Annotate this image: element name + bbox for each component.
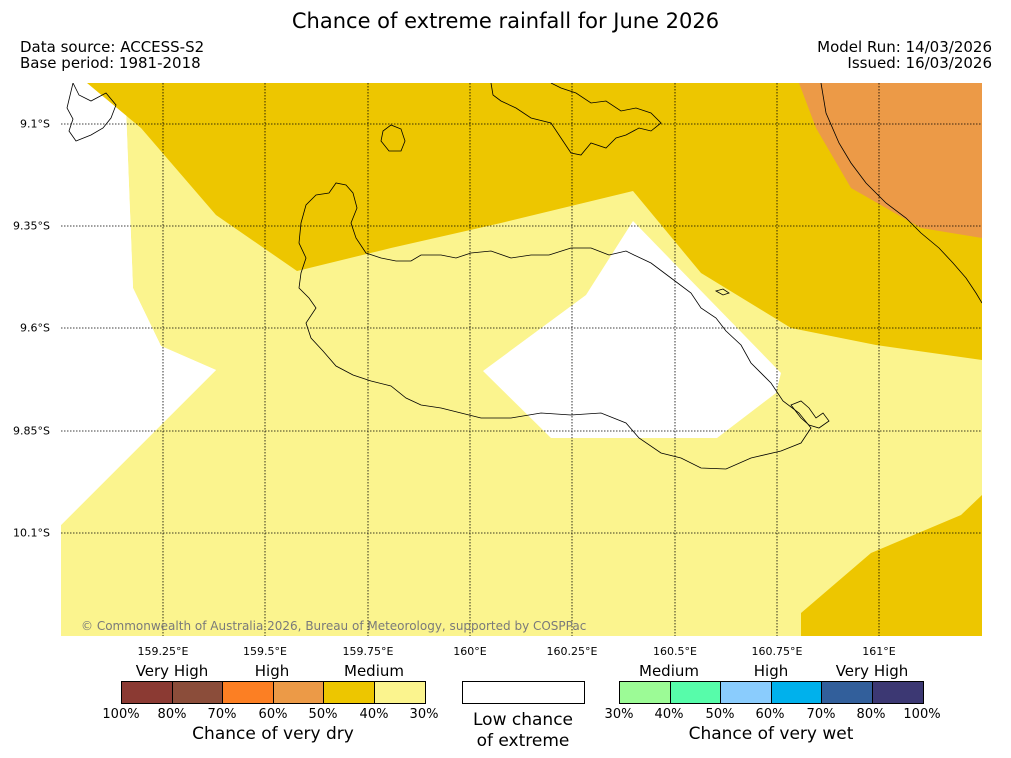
- lat-label-9-6: 9.6°S: [20, 321, 50, 335]
- lon-label-159-75: 159.75°E: [342, 645, 394, 658]
- lat-label-10-1: 10.1°S: [13, 526, 50, 540]
- legend-wet-title: Chance of very wet: [688, 724, 854, 744]
- copyright-notice: © Commonwealth of Australia 2026, Bureau…: [81, 619, 587, 633]
- lat-label-9-1: 9.1°S: [20, 117, 50, 131]
- meta-left: Data source: ACCESS-S2 Base period: 1981…: [20, 39, 204, 71]
- legend-dry-tick-50: 50%: [308, 707, 338, 722]
- legend-wet-tick-80: 80%: [856, 707, 886, 722]
- legend-wet-tick-50: 50%: [705, 707, 735, 722]
- zone-neutral-central: [483, 221, 781, 438]
- legend-wet-swatch-4: [822, 682, 873, 703]
- legend-wet-tick-40: 40%: [654, 707, 684, 722]
- lon-label-161: 161°E: [862, 645, 896, 658]
- legend-dry-bar: [121, 681, 426, 704]
- guadalcanal-coast: [298, 182, 812, 470]
- legend-dry-swatch-4: [324, 682, 375, 703]
- zone-dry-medium-southeast: [801, 495, 982, 636]
- map-title: Chance of extreme rainfall for June 2026: [291, 9, 720, 33]
- legend-dry-swatch-1: [173, 682, 223, 703]
- legend-wet-swatch-2: [721, 682, 772, 703]
- russell-islands: [66, 83, 117, 142]
- lon-label-159-25: 159.25°E: [137, 645, 189, 658]
- legend-wet-swatch-3: [772, 682, 822, 703]
- florida-islands: [490, 83, 662, 156]
- lon-label-160-25: 160.25°E: [546, 645, 598, 658]
- legend-dry-swatch-2: [223, 682, 274, 703]
- model-run: Model Run: 14/03/2026: [817, 38, 992, 56]
- small-islet: [714, 288, 730, 296]
- legend-dry-cat-high: High: [254, 662, 290, 680]
- legend-low-text: Low chance of extreme: [473, 710, 573, 752]
- lat-label-9-85: 9.85°S: [13, 424, 50, 438]
- zone-dry-medium-north: [87, 83, 982, 360]
- legend-wet-cat-very-high: Very High: [835, 662, 909, 680]
- legend-dry-tick-40: 40%: [359, 707, 389, 722]
- zone-neutral-west: [61, 83, 216, 525]
- legend-wet-cat-medium: Medium: [639, 662, 699, 680]
- grid-lines: [61, 83, 982, 636]
- lon-label-160-5: 160.5°E: [653, 645, 697, 658]
- legend-dry-swatch-0: [122, 682, 173, 703]
- marau-islets: [790, 400, 830, 429]
- legend-wet-swatch-5: [873, 682, 923, 703]
- meta-right: Model Run: 14/03/2026 Issued: 16/03/2026: [817, 39, 992, 71]
- legend-wet-tick-100: 100%: [903, 707, 941, 722]
- legend-wet-tick-30: 30%: [604, 707, 634, 722]
- lat-label-9-35: 9.35°S: [13, 219, 50, 233]
- legend-wet-tick-60: 60%: [755, 707, 785, 722]
- legend-dry-tick-70: 70%: [207, 707, 237, 722]
- zone-dry-high-northeast: [799, 83, 982, 238]
- legend-dry-cat-very-high: Very High: [135, 662, 209, 680]
- lon-label-160-75: 160.75°E: [751, 645, 803, 658]
- legend-low-line2: of extreme: [476, 731, 570, 751]
- legend-dry-swatch-3: [274, 682, 324, 703]
- legend-dry-tick-60: 60%: [258, 707, 288, 722]
- legend-low-swatch: [462, 681, 585, 704]
- savo-island: [380, 124, 406, 152]
- legend-wet-tick-70: 70%: [806, 707, 836, 722]
- base-period: Base period: 1981-2018: [20, 54, 201, 72]
- legend-dry-swatch-5: [375, 682, 425, 703]
- issued-date: Issued: 16/03/2026: [847, 54, 992, 72]
- legend-dry-tick-80: 80%: [157, 707, 187, 722]
- legend-low-line1: Low chance: [473, 710, 573, 730]
- legend-wet-swatch-0: [620, 682, 671, 703]
- legend-wet-cat-high: High: [753, 662, 789, 680]
- legend-dry-tick-100: 100%: [102, 707, 140, 722]
- map-svg: [61, 83, 982, 636]
- map-panel[interactable]: © Commonwealth of Australia 2026, Bureau…: [61, 83, 982, 636]
- legend-wet-swatch-1: [671, 682, 721, 703]
- legend-dry-tick-30: 30%: [409, 707, 439, 722]
- legend-dry-title: Chance of very dry: [192, 724, 354, 744]
- lon-label-160: 160°E: [453, 645, 487, 658]
- legend-wet-bar: [619, 681, 924, 704]
- lon-label-159-5: 159.5°E: [243, 645, 287, 658]
- coastlines: [66, 83, 982, 470]
- legend-dry-cat-medium: Medium: [344, 662, 404, 680]
- data-source: Data source: ACCESS-S2: [20, 38, 205, 56]
- malaita-coast: [820, 83, 982, 304]
